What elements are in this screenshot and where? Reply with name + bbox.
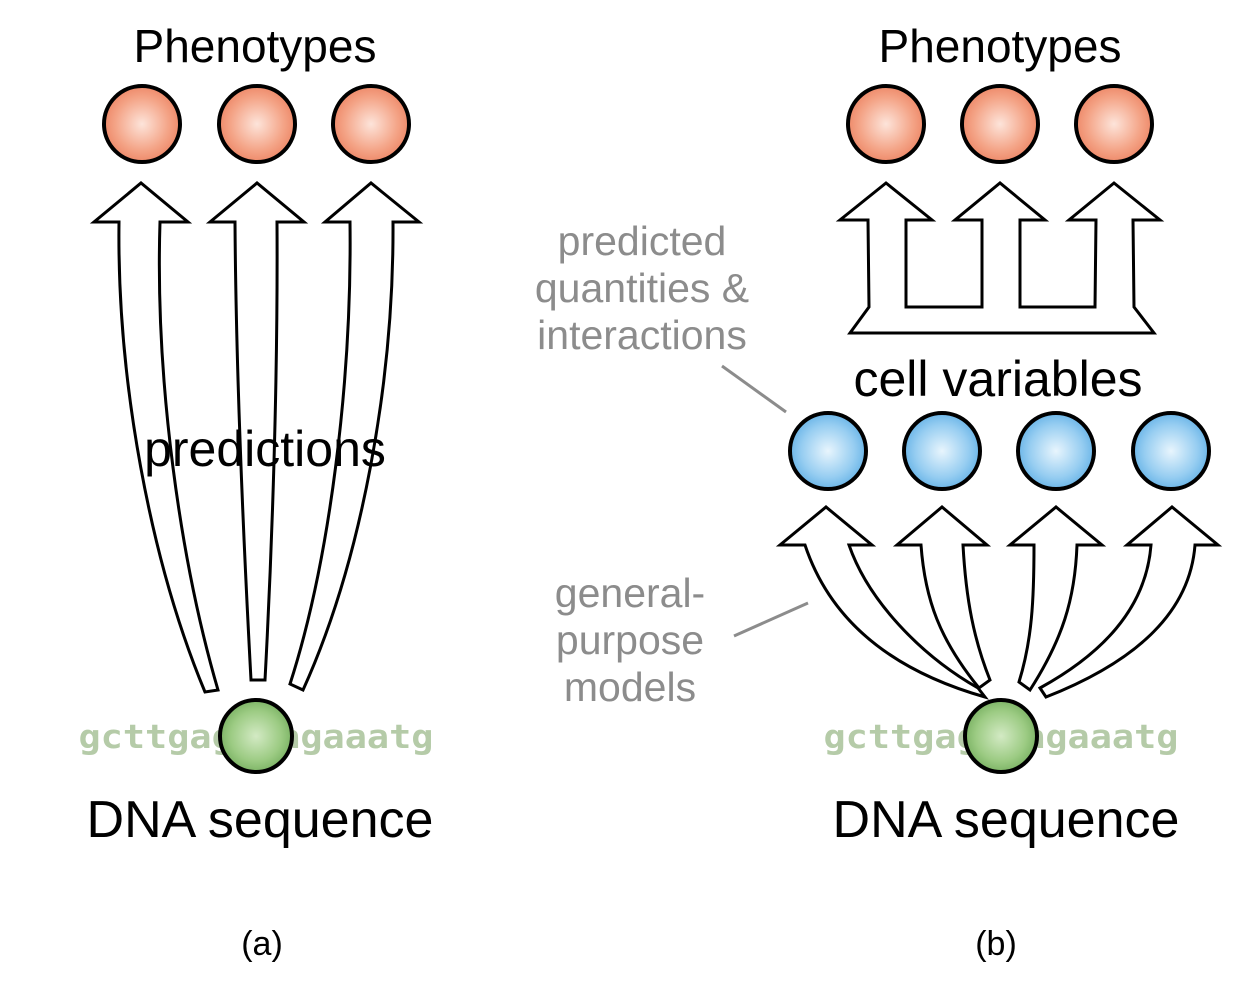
dna-node-b	[963, 698, 1039, 774]
panel-a-title: Phenotypes	[134, 20, 377, 72]
phenotype-arrow-bundle	[835, 181, 1165, 335]
phenotype-node-b-1	[846, 84, 926, 164]
model-arrow-b-3	[1005, 505, 1107, 693]
panel-a: Phenotypes predictions gcttgagctagaaatg …	[79, 20, 434, 963]
panel-b-title: Phenotypes	[879, 20, 1122, 72]
annotation-models-line-2: purpose	[556, 617, 704, 663]
annotation-models-leader	[733, 601, 809, 638]
model-arrow-b-1	[775, 505, 989, 700]
cell-variables-label: cell variables	[853, 351, 1142, 407]
annotation-predicted-line-3: interactions	[537, 312, 747, 358]
caption-b: (b)	[975, 925, 1017, 963]
dna-node-a	[218, 698, 294, 774]
dna-sequence-label-b: DNA sequence	[833, 791, 1180, 849]
model-arrow-b-4	[1037, 505, 1223, 699]
predictions-label: predictions	[144, 421, 386, 477]
phenotype-node-a-1	[102, 84, 182, 164]
annotation-predicted-leader	[721, 364, 787, 414]
phenotype-node-a-3	[331, 84, 411, 164]
annotation-predicted-line-1: predicted	[558, 218, 727, 264]
caption-a: (a)	[241, 925, 283, 963]
dna-sequence-label-a: DNA sequence	[87, 791, 434, 849]
phenotype-node-a-2	[217, 84, 297, 164]
phenotype-node-b-3	[1074, 84, 1154, 164]
cell-variable-node-4	[1131, 411, 1211, 491]
cell-variable-node-3	[1016, 411, 1096, 491]
prediction-arrow-a-1	[89, 181, 220, 694]
model-arrow-b-2	[892, 505, 992, 691]
phenotype-node-b-2	[960, 84, 1040, 164]
annotation-predicted-line-2: quantities &	[535, 265, 749, 311]
annotation-models-line-1: general-	[555, 570, 705, 616]
prediction-arrow-a-2	[205, 181, 309, 682]
annotation-models-line-3: models	[564, 664, 696, 710]
panel-b: Phenotypes cell variables predicted quan…	[535, 20, 1223, 963]
prediction-arrow-a-3	[288, 181, 424, 692]
cell-variable-node-1	[788, 411, 868, 491]
cell-variable-node-2	[902, 411, 982, 491]
